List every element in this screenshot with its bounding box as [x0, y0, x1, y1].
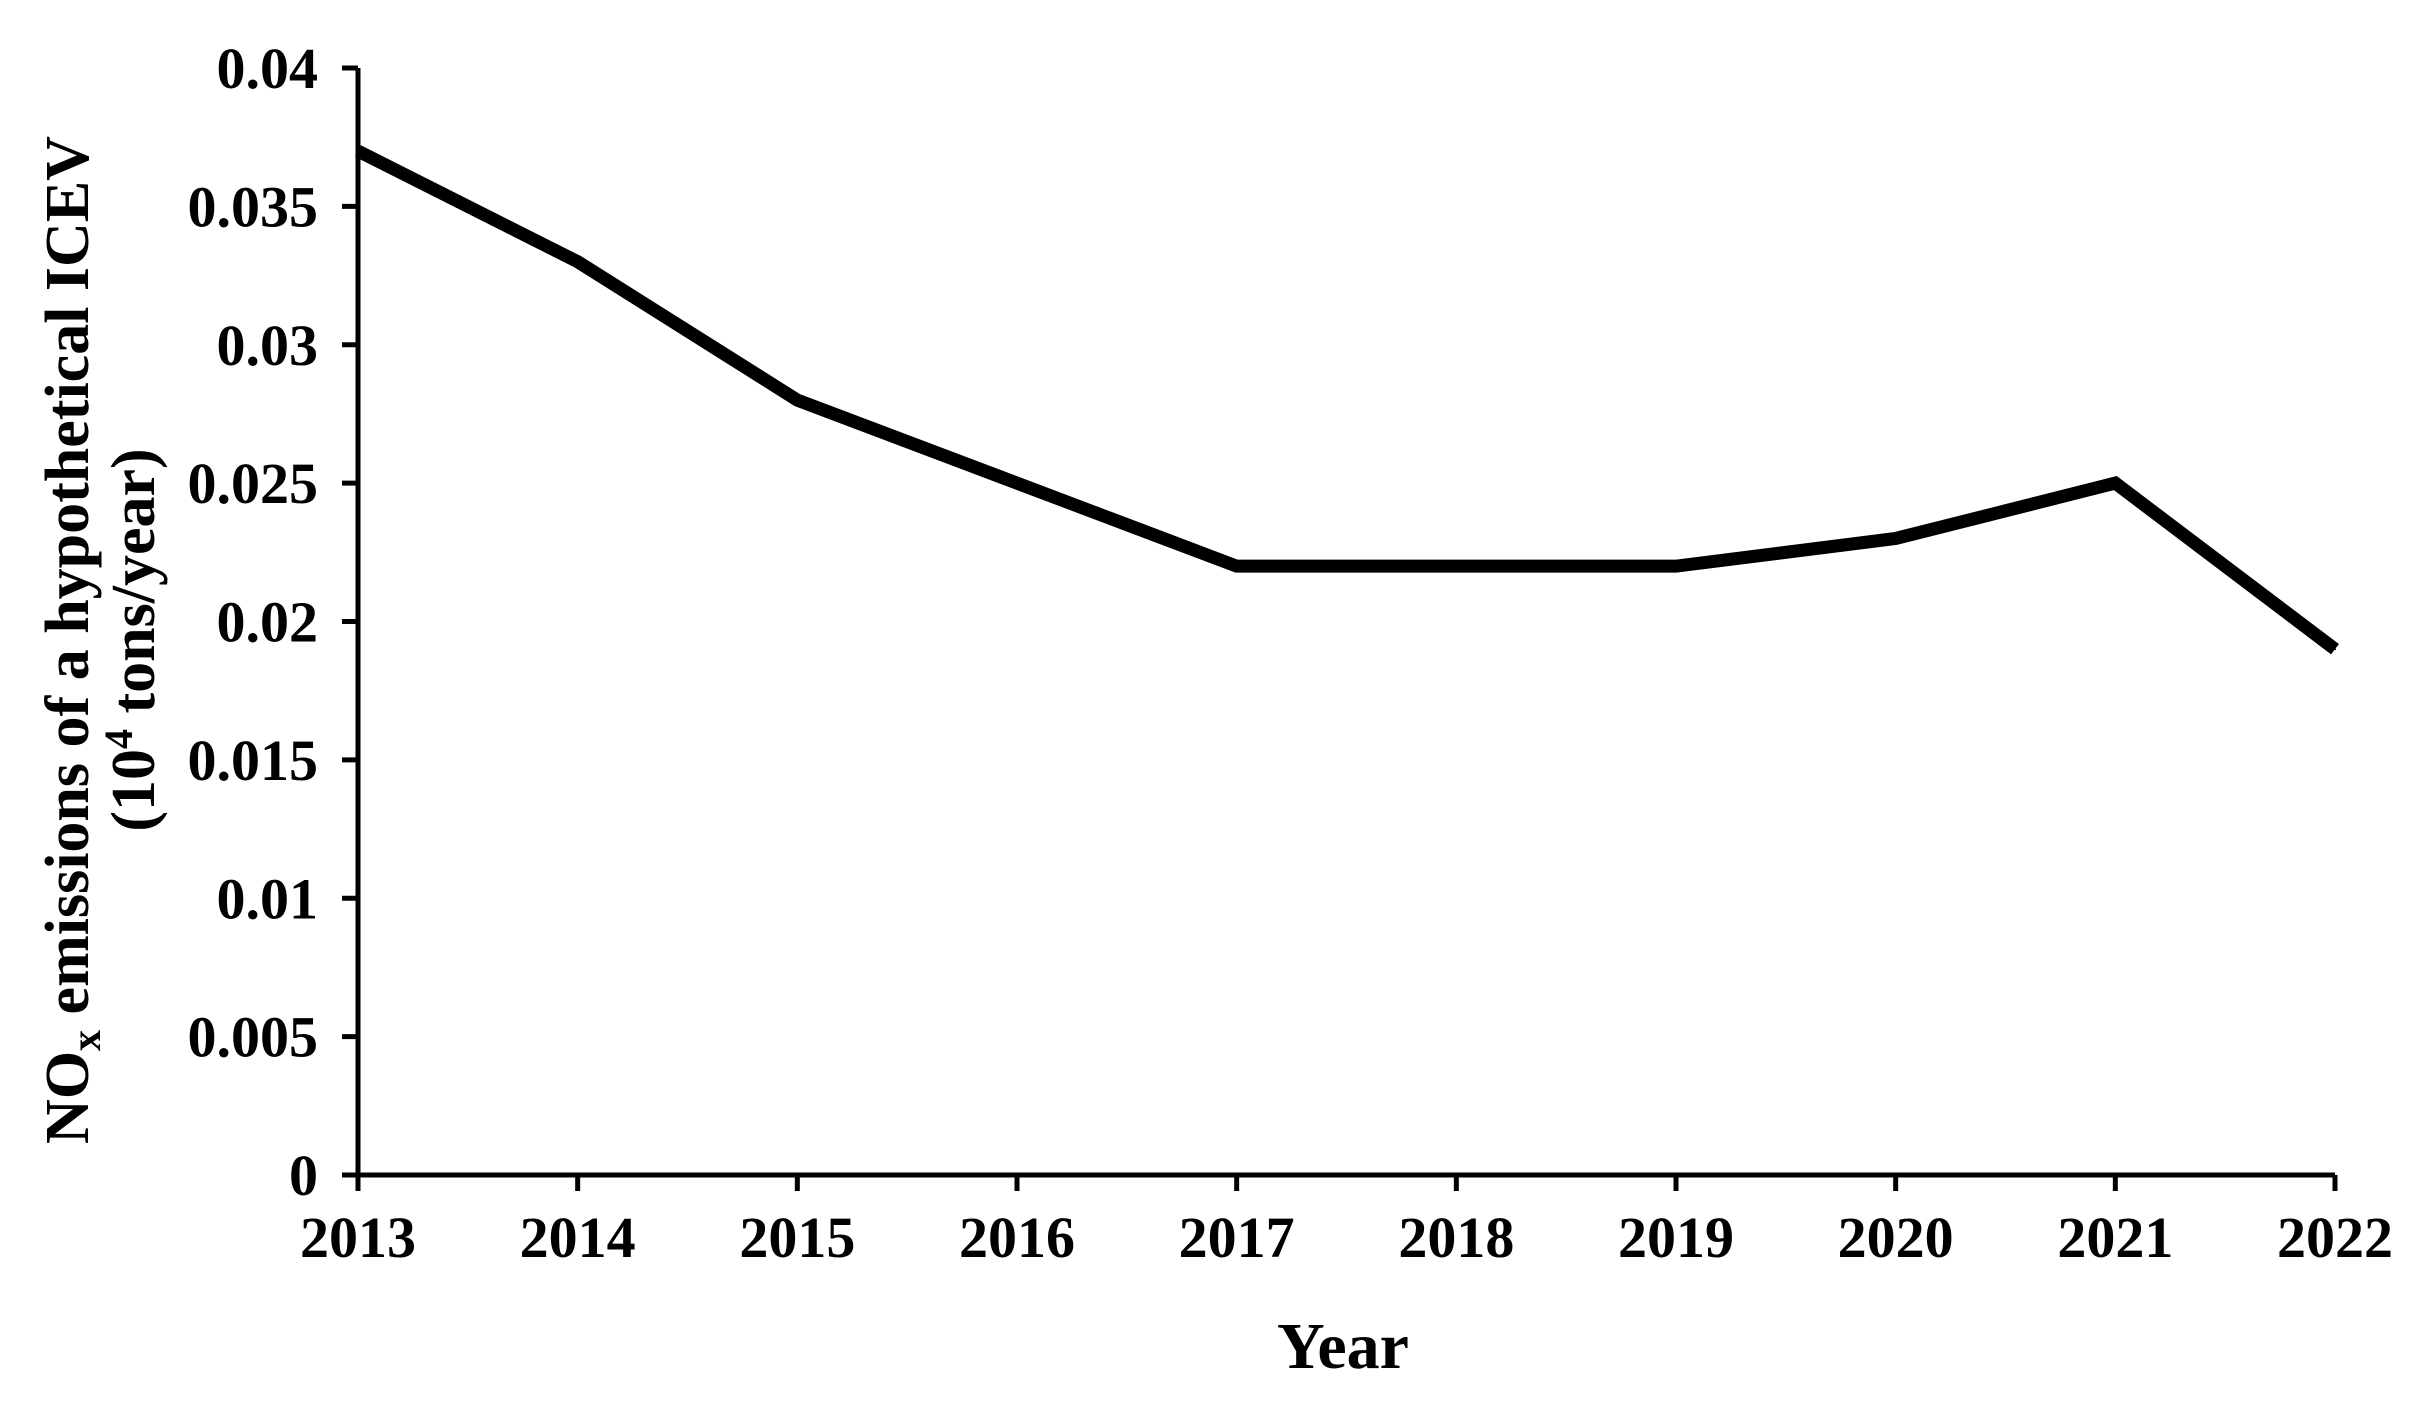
y-tick-label: 0 — [289, 1143, 318, 1208]
y-axis-title-line1: NOx emissions of a hypothetical ICEV — [34, 136, 110, 1144]
data-point — [357, 150, 359, 153]
y-axis-title: NOx emissions of a hypothetical ICEV (10… — [34, 136, 168, 1144]
data-point — [1894, 537, 1897, 540]
x-tick-label: 2015 — [739, 1205, 855, 1270]
y-axis-title-post: tons/year) — [100, 448, 168, 729]
y-tick-label: 0.005 — [188, 1005, 319, 1070]
x-tick-label: 2021 — [2057, 1205, 2173, 1270]
series-line — [355, 145, 2339, 655]
data-point — [1016, 482, 1018, 485]
y-axis-title-sub: x — [64, 1030, 110, 1051]
data-point — [1455, 565, 1458, 568]
x-tick-label: 2022 — [2277, 1205, 2393, 1270]
data-point — [2334, 648, 2336, 651]
y-axis-title-sup: 4 — [96, 729, 141, 749]
series-layer — [355, 145, 2339, 655]
x-tick-label: 2018 — [1398, 1205, 1514, 1270]
y-tick-label: 0.04 — [217, 36, 319, 101]
y-axis-title-line2: (104 tons/year) — [96, 448, 168, 831]
x-axis-title: Year — [1277, 1310, 1409, 1383]
y-tick-label: 0.035 — [188, 174, 319, 239]
y-tick-label: 0.01 — [217, 866, 319, 931]
data-point — [2114, 482, 2117, 485]
data-point — [1235, 565, 1238, 568]
y-tick-label: 0.03 — [217, 313, 319, 378]
data-point — [1675, 565, 1677, 568]
y-axis-title-nox: NO — [34, 1051, 102, 1144]
y-tick-label: 0.015 — [188, 728, 319, 793]
x-tick-label: 2019 — [1618, 1205, 1734, 1270]
y-tick-label: 0.02 — [217, 590, 319, 655]
x-tick-label: 2017 — [1179, 1205, 1295, 1270]
data-point — [576, 260, 579, 263]
x-axis-ticks: 2013 2014 2015 2016 2017 2018 2019 2020 2021 2022 — [300, 1175, 2393, 1270]
x-tick-label: 2020 — [1838, 1205, 1954, 1270]
x-tick-label: 2014 — [520, 1205, 636, 1270]
x-tick-label: 2013 — [300, 1205, 416, 1270]
x-tick-label: 2016 — [959, 1205, 1075, 1270]
y-axis-ticks: 0 0.005 0.01 0.015 0.02 0.025 0.03 0.035 0.04 — [188, 36, 358, 1208]
y-axis-title-pre: (10 — [100, 749, 168, 832]
y-tick-label: 0.025 — [188, 451, 319, 516]
y-axis-title-rest: emissions of a hypothetical ICEV — [34, 136, 102, 1030]
data-point — [796, 399, 799, 402]
